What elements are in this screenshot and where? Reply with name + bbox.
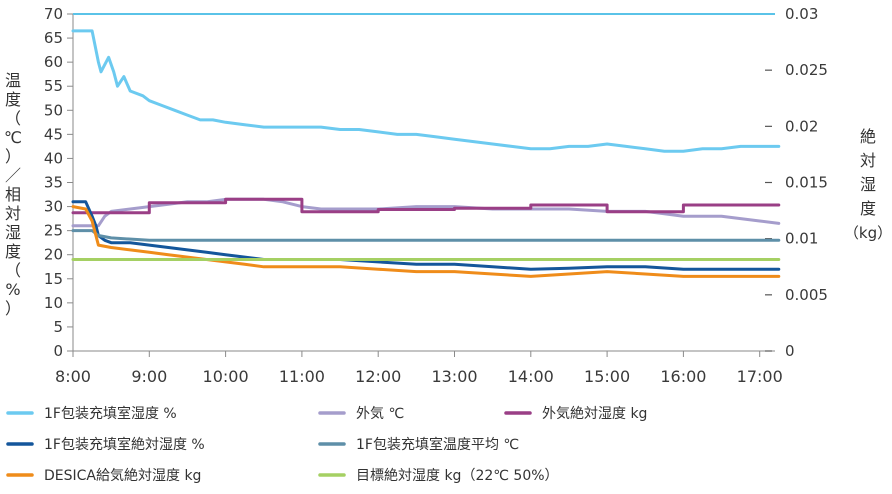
y-left-axis-title-char: ／ — [5, 166, 21, 185]
y-left-tick-label: 25 — [44, 222, 63, 240]
y-right-axis-title-char: 度 — [860, 199, 876, 218]
series-line-0 — [71, 29, 781, 153]
y-left-axis-title-char: 度 — [5, 242, 21, 261]
y-right-tick-label: 0.03 — [785, 5, 818, 23]
y-left-tick-label: 20 — [44, 246, 63, 264]
series-line-5 — [71, 205, 781, 278]
series-line-1 — [71, 197, 781, 228]
y-left-axis-title-char: （ — [5, 109, 21, 128]
y-left-axis-title-char: 相 — [5, 185, 21, 204]
y-left-tick-label: 65 — [44, 29, 63, 47]
series-line-4 — [71, 229, 781, 242]
legend-label-6: 目標絶対湿度 kg（22℃ 50%） — [356, 468, 559, 484]
x-tick-label: 8:00 — [55, 367, 91, 386]
y-right-axis-title-char: 絶 — [860, 127, 876, 146]
y-left-tick-label: 40 — [44, 149, 63, 167]
x-tick-label: 13:00 — [431, 367, 477, 386]
y-right-axis-title-char: 湿 — [860, 175, 876, 194]
y-right-tick-label: 0 — [785, 342, 795, 360]
y-left-tick-label: 55 — [44, 77, 63, 95]
chart-axes: 0 5 10 15 20 25 30 35 40 45 50 55 60 65 70 0 0.005 0.01 0.… — [44, 5, 828, 386]
y-left-axis-title-char: ） — [5, 147, 21, 166]
y-left-axis-title-char: 対 — [5, 204, 21, 223]
y-left-tick-label: 15 — [44, 270, 63, 288]
y-left-axis-title-char: ） — [5, 299, 21, 318]
y-left-axis-title-char: 湿 — [5, 223, 21, 242]
y-left-axis-title-char: ℃ — [4, 128, 22, 147]
y-right-tick-label: 0.025 — [785, 61, 828, 79]
y-left-tick-label: 30 — [44, 198, 63, 216]
legend-label-2: 外気絶対湿度 kg — [542, 406, 647, 422]
y-right-tick-label: 0.015 — [785, 174, 828, 192]
x-tick-label: 12:00 — [355, 367, 401, 386]
legend-label-4: 1F包装充填室温度平均 ℃ — [356, 436, 519, 453]
legend-label-1: 外気 ℃ — [356, 406, 404, 422]
legend-label-0: 1F包装充填室湿度 % — [44, 405, 177, 422]
y-left-tick-label: 45 — [44, 125, 63, 143]
y-left-axis-title-char: 温 — [5, 71, 21, 90]
x-tick-label: 11:00 — [279, 367, 325, 386]
y-left-tick-label: 50 — [44, 101, 63, 119]
y-right-axis-title-char: （kg） — [844, 224, 892, 242]
y-left-tick-label: 10 — [44, 294, 63, 312]
y-right-axis-title-char: 対 — [860, 151, 876, 170]
series-line-2 — [71, 197, 781, 215]
y-right-tick-label: 0.01 — [785, 230, 818, 248]
y-right-tick-label: 0.005 — [785, 286, 828, 304]
y-left-axis-title-char: （ — [5, 261, 21, 280]
y-left-tick-label: 0 — [53, 342, 63, 360]
x-tick-label: 17:00 — [737, 367, 783, 386]
legend-label-3: 1F包装充填室絶対湿度 % — [44, 436, 205, 453]
y-left-tick-label: 5 — [53, 318, 63, 336]
x-tick-label: 10:00 — [203, 367, 249, 386]
y-left-tick-label: 70 — [44, 5, 63, 23]
y-left-tick-label: 60 — [44, 53, 63, 71]
y-left-tick-label: 35 — [44, 174, 63, 192]
legend-label-5: DESICA給気絶対湿度 kg — [44, 468, 201, 484]
x-tick-label: 16:00 — [660, 367, 706, 386]
x-tick-label: 15:00 — [584, 367, 630, 386]
chart-series-group — [71, 29, 781, 278]
x-tick-label: 14:00 — [508, 367, 554, 386]
y-right-tick-label: 0.02 — [785, 117, 818, 135]
chart-legend: 1F包装充填室湿度 % 外気 ℃ 外気絶対湿度 kg 1F包装充填室絶対湿度 % 1F包… — [6, 405, 647, 484]
x-tick-label: 9:00 — [131, 367, 167, 386]
y-left-axis-title-char: % — [5, 280, 20, 299]
y-left-axis-title-char: 度 — [5, 90, 21, 109]
